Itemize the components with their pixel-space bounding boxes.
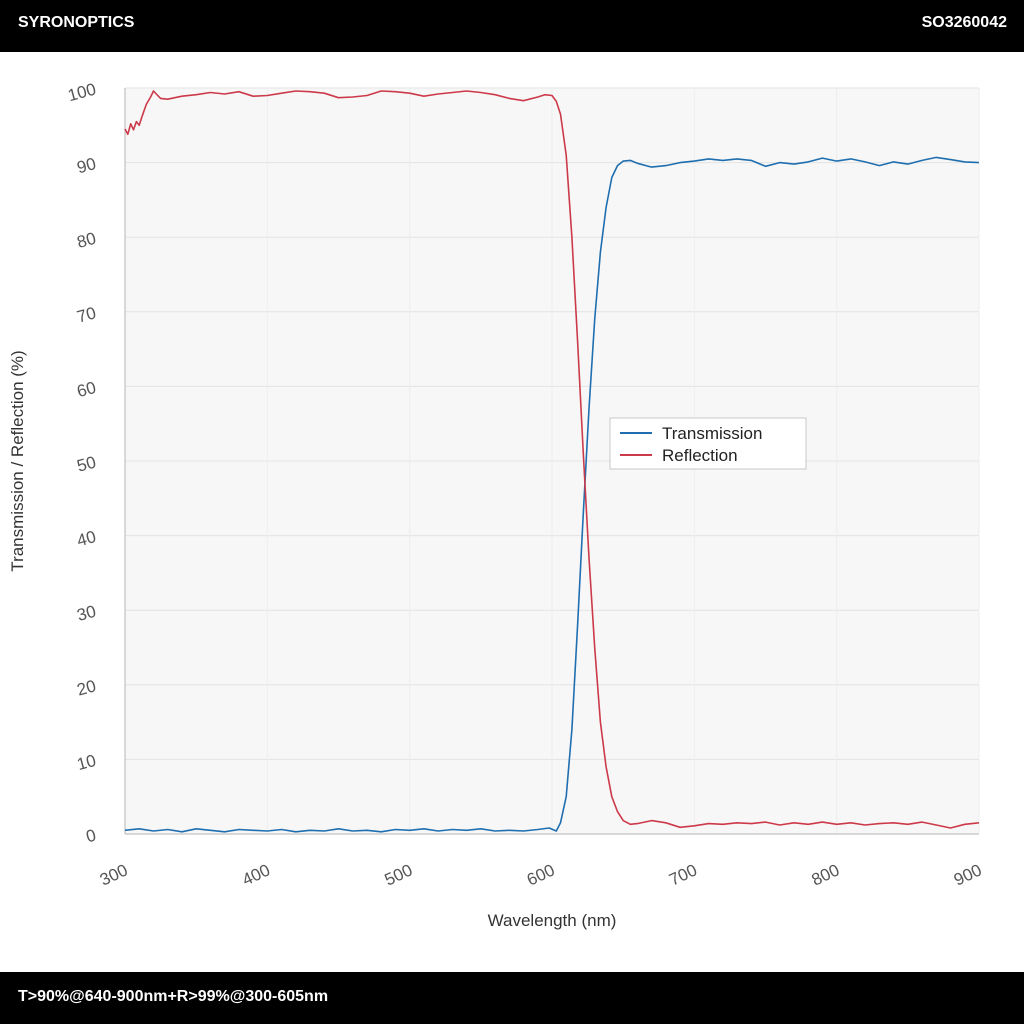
x-tick-label-700: 700 — [666, 860, 700, 889]
x-tick-label-600: 600 — [524, 860, 558, 889]
y-tick-label-90: 90 — [75, 154, 98, 177]
legend-label-transmission: Transmission — [662, 424, 762, 443]
legend-label-reflection: Reflection — [662, 446, 738, 465]
spec-text: T>90%@640-900nm+R>99%@300-605nm — [18, 988, 329, 1005]
y-tick-label-60: 60 — [75, 378, 98, 401]
grid-lines — [124, 87, 980, 835]
series-line-reflection — [124, 90, 980, 829]
y-tick-label-100: 100 — [66, 80, 98, 106]
x-axis-title: Wavelength (nm) — [488, 911, 617, 930]
series-line-transmission — [124, 156, 980, 833]
y-axis-title: Transmission / Reflection (%) — [8, 350, 27, 571]
footer-bar: T>90%@640-900nm+R>99%@300-605nm — [0, 972, 1024, 1024]
part-number: SO3260042 — [921, 14, 1007, 31]
x-tick-label-500: 500 — [382, 860, 416, 889]
chart-legend: Transmission Reflection — [609, 417, 807, 470]
y-tick-label-80: 80 — [75, 229, 98, 252]
brand-name: SYRONOPTICS — [18, 14, 135, 31]
y-tick-label-70: 70 — [75, 303, 98, 326]
y-tick-label-40: 40 — [75, 527, 98, 550]
x-tick-label-800: 800 — [809, 860, 843, 889]
y-tick-label-20: 20 — [75, 676, 98, 699]
y-tick-label-10: 10 — [75, 751, 98, 774]
x-tick-label-900: 900 — [951, 860, 985, 889]
axes — [124, 88, 979, 835]
y-tick-label-0: 0 — [84, 826, 98, 847]
header-bar: SYRONOPTICS SO3260042 — [0, 0, 1024, 52]
y-tick-label-50: 50 — [75, 453, 98, 476]
legend-box — [609, 417, 807, 470]
transmission-reflection-chart: 0 10 20 30 40 50 60 70 80 90 100 300 400 500 600 700 800… — [8, 80, 985, 930]
y-tick-label-30: 30 — [75, 602, 98, 625]
x-tick-label-300: 300 — [97, 860, 131, 889]
data-series — [124, 90, 980, 833]
x-tick-label-400: 400 — [239, 860, 273, 889]
